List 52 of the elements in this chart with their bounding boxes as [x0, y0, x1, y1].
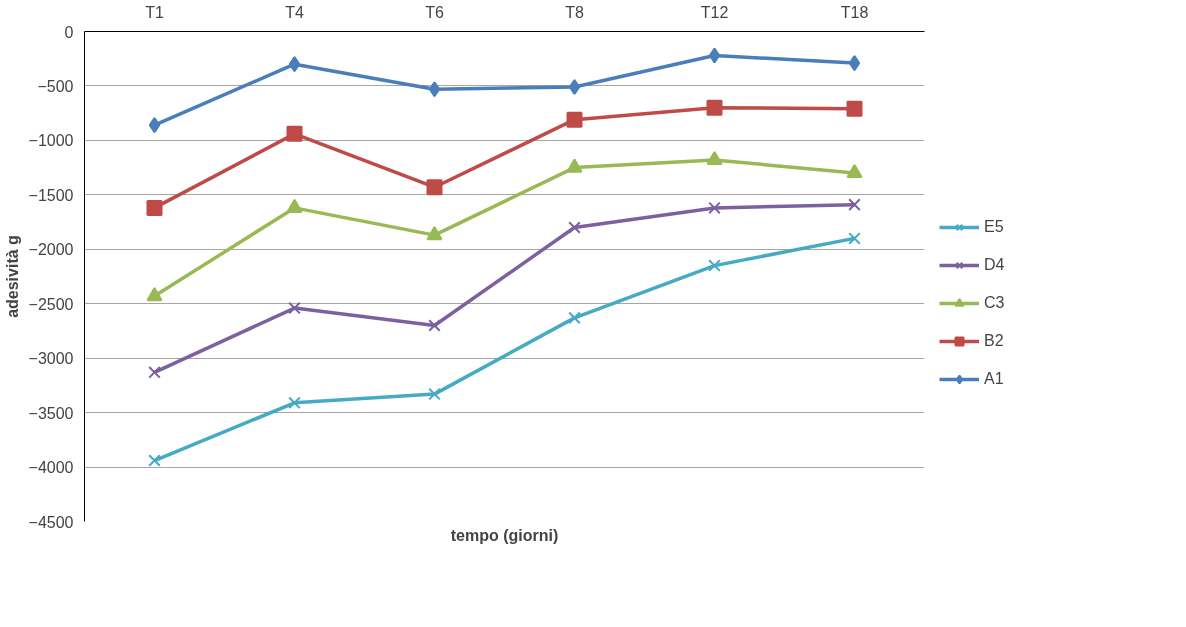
- legend-label: D4: [984, 256, 1005, 274]
- y-tick-label: −2000: [28, 241, 74, 259]
- point: [288, 396, 301, 410]
- y-tick-label: −1500: [28, 186, 74, 204]
- legend-label: C3: [984, 294, 1005, 312]
- legend-label: A1: [984, 370, 1004, 388]
- y-tick-label: −2500: [28, 295, 74, 313]
- point: [568, 221, 581, 234]
- x-tick-label: T12: [700, 3, 729, 21]
- point: [848, 55, 861, 72]
- legend-label: E5: [984, 218, 1004, 236]
- y-tick-label: −4500: [28, 513, 74, 531]
- x-tick-label: T18: [840, 3, 869, 21]
- point: [568, 311, 581, 325]
- point: [846, 163, 863, 179]
- point: [146, 199, 163, 216]
- point: [708, 47, 721, 64]
- point: [428, 387, 441, 401]
- point: [846, 100, 863, 117]
- point: [428, 81, 441, 98]
- legend-label: B2: [984, 332, 1004, 350]
- point: [566, 111, 583, 128]
- y-axis-title: adesività g: [3, 235, 21, 318]
- y-tick-label: −4000: [28, 459, 74, 477]
- point: [566, 158, 583, 173]
- x-tick-label: T1: [145, 3, 164, 21]
- x-tick-label: T6: [425, 3, 444, 21]
- point: [848, 232, 861, 245]
- point: [146, 287, 163, 302]
- point: [706, 150, 723, 166]
- point: [148, 454, 161, 467]
- x-axis-title: tempo (giorni): [450, 526, 559, 544]
- y-tick-label: −3500: [28, 404, 74, 422]
- point: [426, 226, 443, 241]
- y-tick-label: 0: [64, 23, 74, 41]
- point: [426, 179, 443, 196]
- y-tick-label: −500: [37, 77, 74, 95]
- x-tick-label: T8: [565, 3, 584, 21]
- point: [288, 301, 301, 315]
- point: [288, 56, 301, 73]
- point: [286, 125, 303, 142]
- point: [706, 99, 723, 116]
- point: [708, 259, 721, 272]
- y-tick-label: −3000: [28, 350, 74, 368]
- point: [428, 319, 441, 332]
- point: [848, 198, 861, 211]
- point: [568, 79, 581, 96]
- point: [708, 201, 721, 215]
- point: [148, 117, 161, 134]
- y-tick-label: −1000: [28, 132, 74, 150]
- x-tick-label: T4: [285, 3, 304, 21]
- point: [148, 366, 161, 379]
